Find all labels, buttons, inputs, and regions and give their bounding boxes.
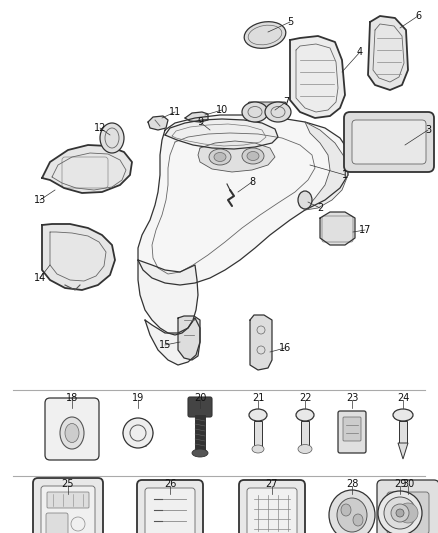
Text: 22: 22 bbox=[299, 393, 311, 403]
Text: 28: 28 bbox=[346, 479, 358, 489]
FancyBboxPatch shape bbox=[387, 492, 429, 533]
Ellipse shape bbox=[378, 491, 422, 533]
Polygon shape bbox=[368, 16, 408, 90]
Text: 5: 5 bbox=[287, 17, 293, 27]
Text: 8: 8 bbox=[249, 177, 255, 187]
Text: 1: 1 bbox=[342, 170, 348, 180]
Ellipse shape bbox=[329, 490, 375, 533]
FancyBboxPatch shape bbox=[145, 488, 195, 533]
FancyBboxPatch shape bbox=[343, 417, 361, 441]
FancyBboxPatch shape bbox=[46, 513, 68, 533]
Text: 18: 18 bbox=[66, 393, 78, 403]
FancyBboxPatch shape bbox=[47, 492, 89, 508]
Polygon shape bbox=[185, 112, 208, 122]
Ellipse shape bbox=[337, 498, 367, 532]
Polygon shape bbox=[198, 141, 275, 172]
Polygon shape bbox=[250, 315, 272, 370]
Text: 6: 6 bbox=[415, 11, 421, 21]
Text: 2: 2 bbox=[317, 203, 323, 213]
Text: 7: 7 bbox=[283, 97, 289, 107]
Ellipse shape bbox=[393, 409, 413, 421]
Text: 27: 27 bbox=[266, 479, 278, 489]
Ellipse shape bbox=[123, 418, 153, 448]
Polygon shape bbox=[148, 116, 168, 130]
Text: 12: 12 bbox=[94, 123, 106, 133]
FancyBboxPatch shape bbox=[338, 411, 366, 453]
Ellipse shape bbox=[249, 409, 267, 421]
Polygon shape bbox=[138, 115, 348, 285]
Polygon shape bbox=[165, 119, 278, 149]
Ellipse shape bbox=[242, 148, 264, 164]
Ellipse shape bbox=[341, 504, 351, 516]
Text: 29: 29 bbox=[394, 479, 406, 489]
Text: 11: 11 bbox=[169, 107, 181, 117]
Ellipse shape bbox=[298, 191, 312, 209]
Text: 4: 4 bbox=[357, 47, 363, 57]
FancyBboxPatch shape bbox=[239, 480, 305, 533]
FancyBboxPatch shape bbox=[41, 486, 95, 533]
Ellipse shape bbox=[391, 504, 409, 522]
Ellipse shape bbox=[384, 497, 416, 529]
Ellipse shape bbox=[192, 449, 208, 457]
FancyBboxPatch shape bbox=[377, 480, 438, 533]
Polygon shape bbox=[145, 318, 200, 365]
FancyBboxPatch shape bbox=[188, 397, 212, 417]
Text: 26: 26 bbox=[164, 479, 176, 489]
Ellipse shape bbox=[252, 445, 264, 453]
Ellipse shape bbox=[396, 509, 404, 517]
Text: 21: 21 bbox=[252, 393, 264, 403]
Polygon shape bbox=[398, 443, 408, 459]
FancyBboxPatch shape bbox=[247, 488, 297, 533]
Ellipse shape bbox=[100, 123, 124, 153]
Text: 23: 23 bbox=[346, 393, 358, 403]
Text: 20: 20 bbox=[194, 393, 206, 403]
Polygon shape bbox=[290, 36, 345, 118]
Polygon shape bbox=[42, 224, 115, 290]
Polygon shape bbox=[42, 145, 132, 193]
FancyBboxPatch shape bbox=[33, 478, 103, 533]
Ellipse shape bbox=[214, 152, 226, 161]
Text: 10: 10 bbox=[216, 105, 228, 115]
Text: 24: 24 bbox=[397, 393, 409, 403]
Text: 16: 16 bbox=[279, 343, 291, 353]
Ellipse shape bbox=[242, 102, 268, 122]
Ellipse shape bbox=[60, 417, 84, 449]
FancyBboxPatch shape bbox=[137, 480, 203, 533]
Ellipse shape bbox=[265, 102, 291, 122]
Text: 15: 15 bbox=[159, 340, 171, 350]
Text: 19: 19 bbox=[132, 393, 144, 403]
Text: 3: 3 bbox=[425, 125, 431, 135]
Text: 25: 25 bbox=[62, 479, 74, 489]
Bar bbox=[195, 415, 205, 453]
Ellipse shape bbox=[209, 149, 231, 165]
FancyBboxPatch shape bbox=[352, 120, 426, 164]
Ellipse shape bbox=[247, 151, 259, 160]
Polygon shape bbox=[305, 122, 348, 210]
Text: 9: 9 bbox=[197, 117, 203, 127]
Text: 14: 14 bbox=[34, 273, 46, 283]
Polygon shape bbox=[178, 316, 200, 360]
Polygon shape bbox=[320, 212, 355, 245]
Polygon shape bbox=[138, 260, 198, 335]
Bar bbox=[301, 421, 309, 449]
Text: 17: 17 bbox=[359, 225, 371, 235]
Ellipse shape bbox=[398, 503, 418, 523]
Bar bbox=[399, 421, 407, 443]
Text: 13: 13 bbox=[34, 195, 46, 205]
Ellipse shape bbox=[298, 445, 312, 454]
FancyBboxPatch shape bbox=[344, 112, 434, 172]
FancyBboxPatch shape bbox=[45, 398, 99, 460]
Ellipse shape bbox=[353, 514, 363, 526]
Ellipse shape bbox=[296, 409, 314, 421]
Ellipse shape bbox=[244, 22, 286, 49]
Ellipse shape bbox=[65, 424, 79, 442]
FancyBboxPatch shape bbox=[248, 102, 286, 114]
Text: 30: 30 bbox=[402, 479, 414, 489]
Bar bbox=[254, 421, 262, 449]
